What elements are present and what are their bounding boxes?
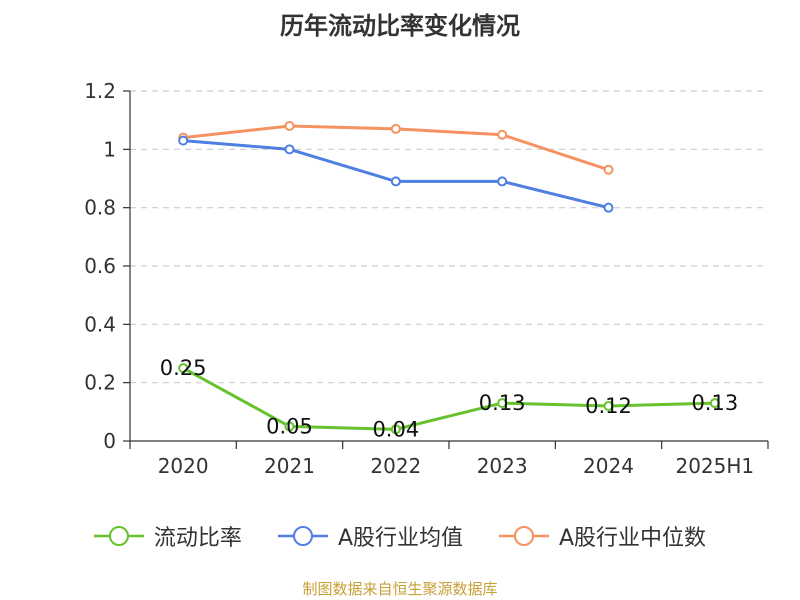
x-tick-label: 2020	[158, 454, 209, 478]
data-point[interactable]	[284, 144, 295, 155]
data-point[interactable]	[497, 398, 508, 409]
y-tick-label: 0.6	[84, 254, 116, 278]
data-point[interactable]	[603, 401, 614, 411]
legend-label-industry-median: A股行业中位数	[559, 526, 707, 551]
legend-label-current-ratio: 流动比率	[153, 526, 242, 551]
x-tick-label: 2024	[583, 454, 634, 478]
data-label: 0.05	[266, 414, 313, 438]
data-label: 0.13	[691, 391, 738, 415]
data-labels: 0.25 0.05 0.04 0.13 0.12 0.13	[160, 356, 738, 441]
legend-item-industry-median[interactable]: A股行业中位数	[499, 520, 706, 552]
legend-label-industry-mean: A股行业均值	[337, 526, 463, 551]
data-point[interactable]	[603, 202, 614, 213]
data-point[interactable]	[284, 421, 295, 432]
data-point[interactable]	[603, 164, 614, 175]
x-tick-label: 2025H1	[675, 454, 754, 478]
data-label: 0.12	[585, 394, 632, 418]
legend: 流动比率 A股行业均值 A股行业中位数	[0, 520, 800, 552]
legend-item-current-ratio[interactable]: 流动比率	[93, 520, 242, 552]
legend-marker-industry-mean-icon	[277, 526, 328, 546]
x-tick-label: 2021	[264, 454, 315, 478]
y-tick-label: 0.2	[84, 371, 116, 395]
source-note: 制图数据来自恒生聚源数据库	[302, 580, 498, 598]
y-tick-label: 0	[103, 429, 116, 453]
data-point[interactable]	[390, 176, 401, 187]
grid-lines	[130, 90, 768, 384]
data-point[interactable]	[390, 424, 401, 435]
data-point[interactable]	[497, 176, 508, 187]
data-label: 0.04	[372, 417, 419, 441]
x-tick-label: 2022	[370, 454, 421, 478]
y-tick-label: 0.8	[84, 196, 116, 220]
series-lines	[178, 121, 720, 435]
axes: 0 0.2 0.4 0.6 0.8 1 1.2 2020 2021 2022 2023 2024 202…	[84, 79, 769, 478]
legend-marker-current-ratio-icon	[93, 526, 144, 546]
data-point[interactable]	[709, 398, 720, 409]
data-point[interactable]	[178, 135, 189, 146]
data-label: 0.13	[479, 391, 526, 415]
chart-title: 历年流动比率变化情况	[280, 12, 520, 40]
data-point[interactable]	[390, 123, 401, 134]
y-tick-label: 1	[103, 137, 116, 161]
data-point[interactable]	[497, 129, 508, 140]
data-point[interactable]	[284, 121, 295, 131]
legend-item-industry-mean[interactable]: A股行业均值	[277, 520, 463, 552]
series-line-0	[182, 366, 715, 431]
y-tick-label: 0.4	[84, 312, 116, 336]
series-line-1	[183, 139, 609, 210]
y-tick-label: 1.2	[84, 79, 116, 103]
data-label: 0.25	[160, 356, 207, 380]
data-point[interactable]	[178, 363, 189, 374]
x-tick-label: 2023	[477, 454, 528, 478]
legend-marker-industry-median-icon	[499, 526, 549, 546]
